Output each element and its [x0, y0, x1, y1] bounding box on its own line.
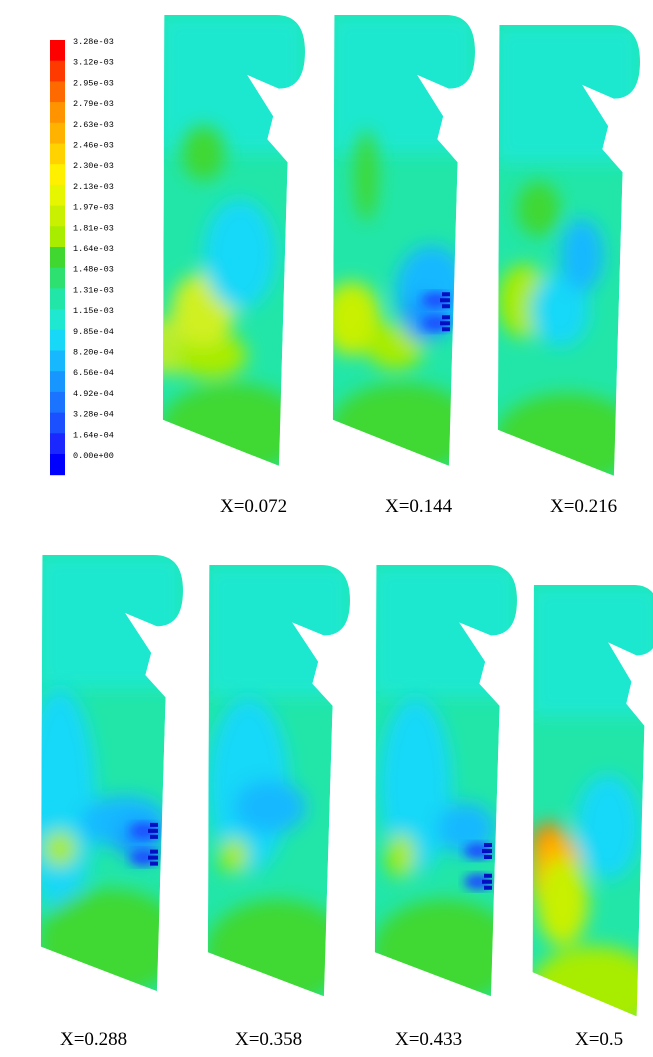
contour-region: [374, 565, 517, 697]
legend-label: 0.00e+00: [73, 451, 114, 461]
jet-nozzle-icon: [440, 292, 450, 309]
legend-swatch: [50, 309, 65, 331]
contour-region: [437, 802, 496, 856]
legend-label: 1.64e-03: [73, 244, 114, 254]
contour-region: [40, 555, 183, 689]
legend-label: 2.79e-03: [73, 99, 114, 109]
legend-swatch: [50, 433, 65, 455]
legend-swatch: [50, 329, 65, 351]
contour-panel: X=0.433: [374, 565, 517, 1050]
legend-swatch: [50, 205, 65, 227]
legend-label: 4.92e-04: [73, 389, 114, 399]
legend-label: 6.56e-04: [73, 368, 114, 378]
contour-region: [162, 15, 305, 153]
contour-region: [516, 181, 561, 237]
legend-swatch: [50, 391, 65, 414]
contour-region: [40, 888, 183, 992]
contour-panel: X=0.144: [332, 15, 475, 517]
legend-swatch: [50, 40, 65, 62]
contour-region: [332, 281, 381, 356]
legend-label: 1.64e-04: [73, 430, 114, 440]
color-legend: 3.28e-03 3.12e-03 2.95e-03 2.79e-03 2.63e-03…: [50, 37, 114, 476]
contour-region: [234, 780, 307, 834]
contour-region: [532, 585, 653, 717]
legend-swatch: [50, 226, 65, 248]
contour-region: [332, 383, 475, 466]
legend-swatch: [50, 60, 65, 82]
contour-panels: X=0.072 X=0.144 X=0.216 X=0.288 X=0.358 X=0.4…: [40, 15, 653, 1050]
contour-region: [536, 857, 589, 946]
contour-region: [332, 15, 475, 153]
contour-region: [207, 565, 350, 697]
legend-label: 1.31e-03: [73, 285, 114, 295]
contour-region: [497, 393, 640, 476]
contour-region: [560, 218, 604, 292]
contour-panel: X=0.288: [40, 555, 184, 1050]
legend-swatch: [50, 350, 65, 372]
legend-label: 2.30e-03: [73, 161, 114, 171]
legend-label: 1.15e-03: [73, 306, 114, 316]
panel-caption: X=0.288: [60, 1029, 127, 1050]
contour-region: [181, 125, 226, 181]
legend-swatch: [50, 184, 65, 207]
contour-region: [354, 130, 378, 222]
contour-region: [575, 774, 641, 880]
contour-region: [207, 899, 350, 997]
contour-panel: X=0.358: [207, 565, 350, 1050]
legend-label: 3.28e-04: [73, 410, 114, 420]
legend-swatch: [50, 412, 65, 434]
jet-nozzle-icon: [148, 822, 158, 839]
legend-swatch: [50, 143, 65, 165]
legend-label: 3.12e-03: [73, 58, 114, 68]
contour-region: [42, 830, 78, 867]
legend-swatch: [50, 267, 65, 289]
legend-swatch: [50, 247, 65, 269]
legend-label: 2.13e-03: [73, 182, 114, 192]
legend-label: 2.95e-03: [73, 78, 114, 88]
contour-region: [386, 833, 416, 878]
contour-region: [219, 837, 249, 874]
contour-region: [40, 688, 96, 911]
legend-swatch: [50, 164, 65, 186]
jet-nozzle-icon: [482, 873, 492, 890]
contour-panel: X=0.072: [162, 15, 305, 517]
contour-region: [379, 697, 452, 873]
panel-caption: X=0.5: [575, 1029, 623, 1050]
legend-label: 2.63e-03: [73, 120, 114, 130]
legend-label: 3.28e-03: [73, 37, 114, 47]
panel-caption: X=0.216: [550, 496, 617, 517]
jet-nozzle-icon: [482, 843, 492, 859]
contour-region: [374, 899, 517, 997]
legend-label: 1.48e-03: [73, 265, 114, 275]
jet-nozzle-icon: [440, 315, 450, 332]
panel-caption: X=0.433: [395, 1029, 462, 1050]
contour-region: [531, 273, 590, 348]
legend-label: 9.85e-04: [73, 327, 114, 337]
jet-nozzle-icon: [148, 849, 158, 866]
legend-label: 8.20e-04: [73, 348, 114, 358]
legend-label: 2.46e-03: [73, 141, 114, 151]
legend-label: 1.81e-03: [73, 223, 114, 233]
legend-swatch: [50, 371, 65, 393]
contour-panel: X=0.5: [532, 585, 653, 1050]
legend-swatch: [50, 102, 65, 124]
panel-caption: X=0.144: [385, 496, 453, 517]
contour-region: [497, 25, 640, 163]
legend-swatch: [50, 122, 65, 144]
legend-swatch: [50, 454, 65, 476]
contour-region: [162, 383, 305, 466]
legend-label: 1.97e-03: [73, 203, 114, 213]
panel-caption: X=0.358: [235, 1029, 302, 1050]
contour-region: [203, 199, 276, 310]
contour-panel: X=0.216: [497, 25, 640, 517]
panel-caption: X=0.072: [220, 496, 287, 517]
legend-swatch: [50, 81, 65, 103]
legend-swatch: [50, 288, 65, 310]
